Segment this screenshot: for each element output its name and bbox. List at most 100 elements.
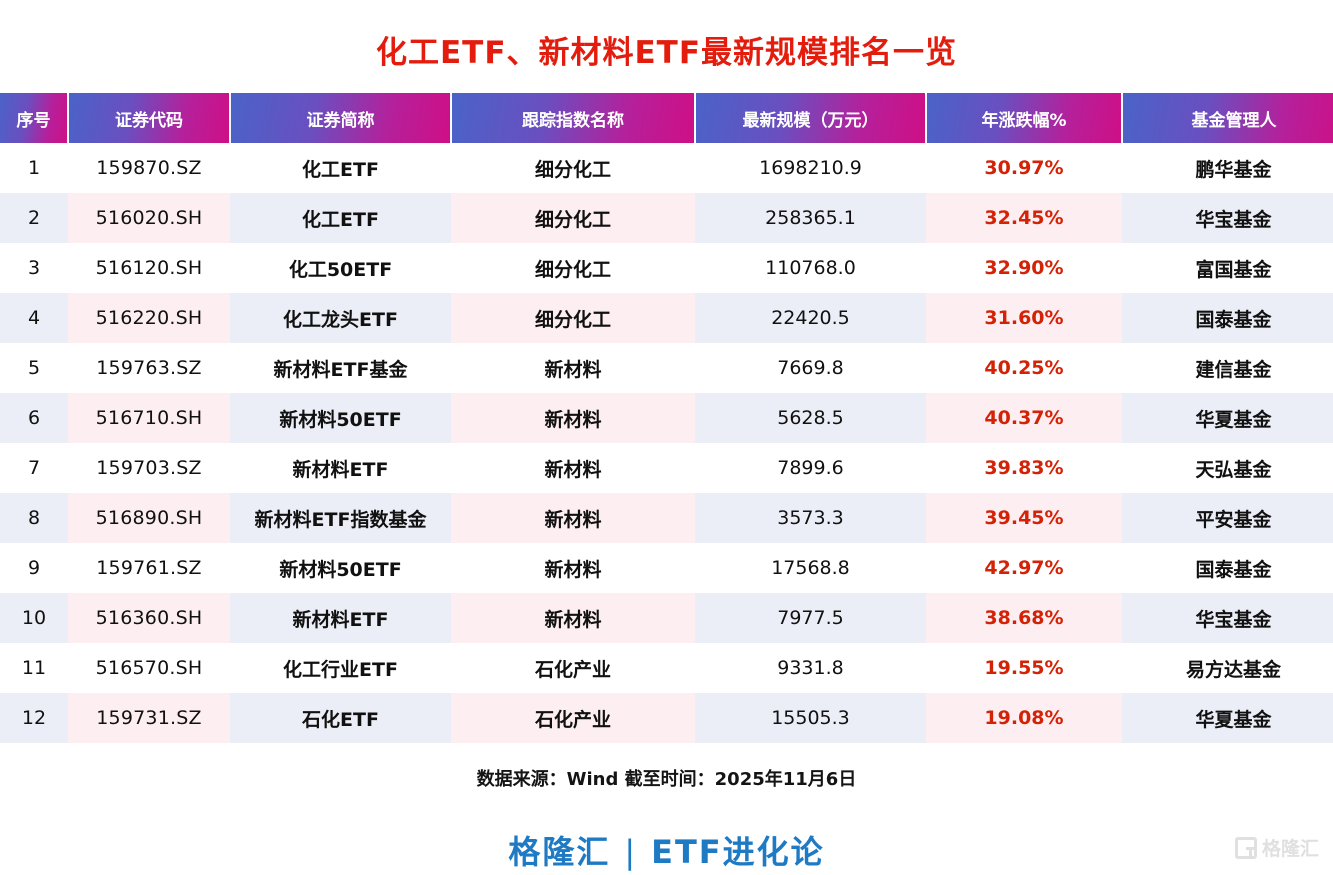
cell-name: 化工ETF — [230, 193, 451, 243]
cell-name: 新材料50ETF — [230, 543, 451, 593]
cell-code: 159763.SZ — [68, 343, 230, 393]
cell-scale: 22420.5 — [695, 293, 926, 343]
table-row[interactable]: 2 516020.SH 化工ETF 细分化工 258365.1 32.45% 华宝基金 — [0, 193, 1333, 243]
table-row[interactable]: 7 159703.SZ 新材料ETF 新材料 7899.6 39.83% 天弘基金 — [0, 443, 1333, 493]
cell-code: 516020.SH — [68, 193, 230, 243]
data-source-note: 数据来源：Wind 截至时间：2025年11月6日 — [476, 769, 857, 790]
cell-mgr: 华夏基金 — [1122, 693, 1333, 743]
cell-name: 新材料ETF基金 — [230, 343, 451, 393]
cell-name: 新材料50ETF — [230, 393, 451, 443]
cell-code: 159731.SZ — [68, 693, 230, 743]
cell-mgr: 天弘基金 — [1122, 443, 1333, 493]
cell-name: 化工行业ETF — [230, 643, 451, 693]
table-row[interactable]: 3 516120.SH 化工50ETF 细分化工 110768.0 32.90% 富国基金 — [0, 243, 1333, 293]
cell-code: 159761.SZ — [68, 543, 230, 593]
cell-idx: 9 — [0, 543, 68, 593]
table-row[interactable]: 4 516220.SH 化工龙头ETF 细分化工 22420.5 31.60% 国泰基金 — [0, 293, 1333, 343]
corner-watermark-logo: 格隆汇 — [1234, 834, 1319, 861]
cell-index: 新材料 — [451, 543, 695, 593]
header-row: 序号 证券代码 证券简称 跟踪指数名称 最新规模（万元） 年涨跌幅% 基金管理人 — [0, 93, 1333, 143]
cell-index: 细分化工 — [451, 293, 695, 343]
cell-idx: 5 — [0, 343, 68, 393]
corner-logo-text: 格隆汇 — [1261, 838, 1319, 860]
cell-scale: 1698210.9 — [695, 143, 926, 193]
cell-mgr: 平安基金 — [1122, 493, 1333, 543]
cell-index: 新材料 — [451, 443, 695, 493]
cell-scale: 7669.8 — [695, 343, 926, 393]
table-row[interactable]: 8 516890.SH 新材料ETF指数基金 新材料 3573.3 39.45% 平安基金 — [0, 493, 1333, 543]
table-row[interactable]: 9 159761.SZ 新材料50ETF 新材料 17568.8 42.97% 国泰基金 — [0, 543, 1333, 593]
cell-scale: 5628.5 — [695, 393, 926, 443]
cell-mgr: 易方达基金 — [1122, 643, 1333, 693]
column-header-chg[interactable]: 年涨跌幅% — [925, 93, 1123, 143]
page-title: 化工ETF、新材料ETF最新规模排名一览 — [376, 35, 957, 71]
cell-mgr: 国泰基金 — [1122, 543, 1333, 593]
brand-line: 格隆汇 | ETF进化论 — [0, 827, 1333, 873]
table-row[interactable]: 1 159870.SZ 化工ETF 细分化工 1698210.9 30.97% 鹏华基金 — [0, 143, 1333, 193]
cell-index: 细分化工 — [451, 143, 695, 193]
column-header-idx[interactable]: 序号 — [0, 93, 69, 143]
table-row[interactable]: 5 159763.SZ 新材料ETF基金 新材料 7669.8 40.25% 建信基金 — [0, 343, 1333, 393]
cell-code: 516570.SH — [68, 643, 230, 693]
cell-index: 细分化工 — [451, 193, 695, 243]
table-row[interactable]: 12 159731.SZ 石化ETF 石化产业 15505.3 19.08% 华夏基金 — [0, 693, 1333, 743]
cell-scale: 7977.5 — [695, 593, 926, 643]
cell-index: 新材料 — [451, 493, 695, 543]
cell-code: 159870.SZ — [68, 143, 230, 193]
cell-index: 新材料 — [451, 393, 695, 443]
column-header-name[interactable]: 证券简称 — [229, 93, 452, 143]
cell-chg: 30.97% — [926, 143, 1122, 193]
cell-chg: 38.68% — [926, 593, 1122, 643]
brand-name-right: ETF进化论 — [651, 833, 825, 871]
cell-code: 516890.SH — [68, 493, 230, 543]
column-header-scale[interactable]: 最新规模（万元） — [694, 93, 927, 143]
cell-mgr: 国泰基金 — [1122, 293, 1333, 343]
cell-idx: 3 — [0, 243, 68, 293]
cell-chg: 42.97% — [926, 543, 1122, 593]
cell-scale: 9331.8 — [695, 643, 926, 693]
cell-idx: 1 — [0, 143, 68, 193]
cell-index: 细分化工 — [451, 243, 695, 293]
column-header-index[interactable]: 跟踪指数名称 — [450, 93, 696, 143]
gelonghui-mark-icon — [1234, 836, 1257, 859]
cell-scale: 110768.0 — [695, 243, 926, 293]
cell-index: 新材料 — [451, 343, 695, 393]
table-row[interactable]: 6 516710.SH 新材料50ETF 新材料 5628.5 40.37% 华夏基金 — [0, 393, 1333, 443]
cell-name: 新材料ETF — [230, 593, 451, 643]
cell-idx: 11 — [0, 643, 68, 693]
cell-chg: 31.60% — [926, 293, 1122, 343]
table-row[interactable]: 11 516570.SH 化工行业ETF 石化产业 9331.8 19.55% 易方达基金 — [0, 643, 1333, 693]
cell-mgr: 建信基金 — [1122, 343, 1333, 393]
etf-ranking-table: 序号 证券代码 证券简称 跟踪指数名称 最新规模（万元） 年涨跌幅% 基金管理人 1 1598… — [0, 93, 1333, 743]
cell-idx: 6 — [0, 393, 68, 443]
cell-scale: 3573.3 — [695, 493, 926, 543]
cell-chg: 39.83% — [926, 443, 1122, 493]
column-header-mgr[interactable]: 基金管理人 — [1121, 93, 1333, 143]
cell-index: 石化产业 — [451, 643, 695, 693]
cell-idx: 8 — [0, 493, 68, 543]
cell-mgr: 鹏华基金 — [1122, 143, 1333, 193]
cell-code: 159703.SZ — [68, 443, 230, 493]
column-header-code[interactable]: 证券代码 — [67, 93, 231, 143]
cell-chg: 40.37% — [926, 393, 1122, 443]
cell-chg: 40.25% — [926, 343, 1122, 393]
cell-chg: 32.90% — [926, 243, 1122, 293]
cell-idx: 7 — [0, 443, 68, 493]
cell-index: 石化产业 — [451, 693, 695, 743]
table-body: 1 159870.SZ 化工ETF 细分化工 1698210.9 30.97% 鹏华基金 2 5… — [0, 143, 1333, 743]
table-wrapper: GZH: ETF进化论 序号证券代码证券简称跟踪指数名称最新规模（万元）年涨跌幅… — [0, 93, 1333, 743]
cell-scale: 7899.6 — [695, 443, 926, 493]
table-row[interactable]: 10 516360.SH 新材料ETF 新材料 7977.5 38.68% 华宝基金 — [0, 593, 1333, 643]
cell-mgr: 华夏基金 — [1122, 393, 1333, 443]
cell-mgr: 华宝基金 — [1122, 193, 1333, 243]
cell-idx: 4 — [0, 293, 68, 343]
cell-chg: 19.55% — [926, 643, 1122, 693]
cell-mgr: 富国基金 — [1122, 243, 1333, 293]
cell-name: 化工ETF — [230, 143, 451, 193]
cell-name: 石化ETF — [230, 693, 451, 743]
title-bar: 化工ETF、新材料ETF最新规模排名一览 — [0, 0, 1333, 93]
cell-idx: 12 — [0, 693, 68, 743]
cell-chg: 32.45% — [926, 193, 1122, 243]
cell-index: 新材料 — [451, 593, 695, 643]
cell-scale: 258365.1 — [695, 193, 926, 243]
